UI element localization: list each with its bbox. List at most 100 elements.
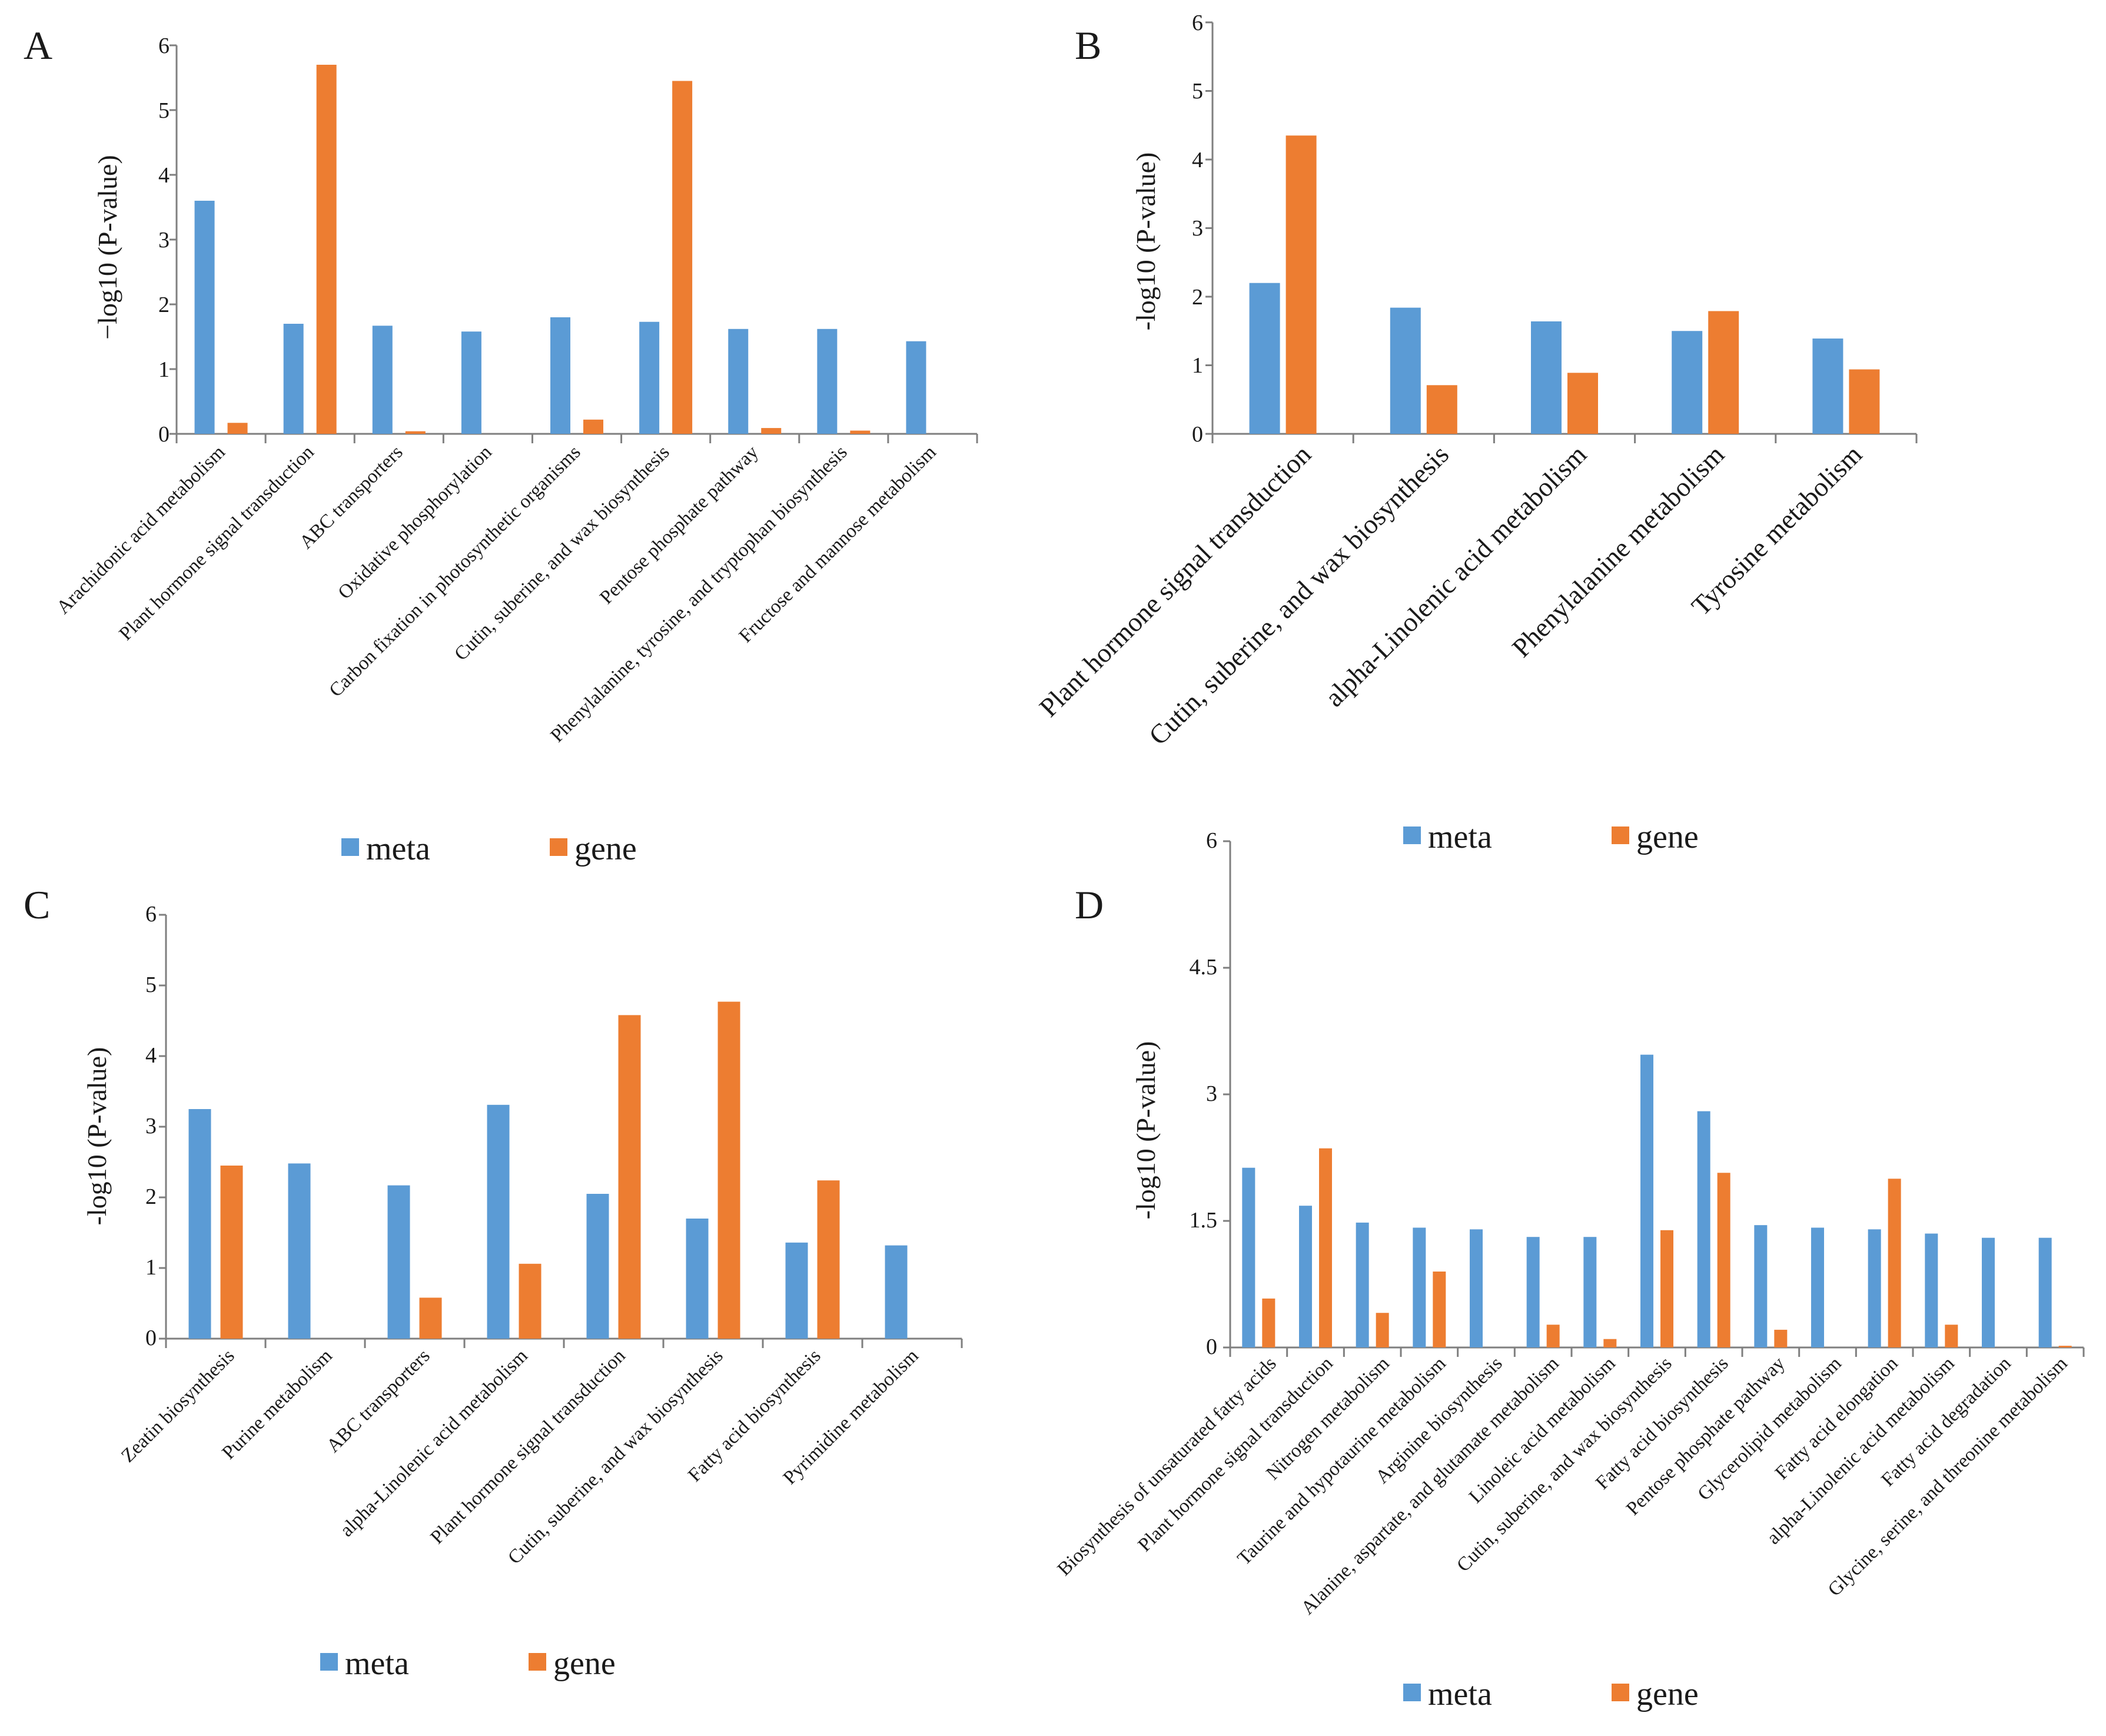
panel-b-ytick-3: 3 <box>1192 216 1203 241</box>
panel-b-legend-gene-label: gene <box>1636 819 1699 855</box>
panel-d-bar-meta <box>1925 1233 1938 1347</box>
panel-d-bar-meta <box>1526 1237 1540 1347</box>
panel-a-legend-gene-label: gene <box>574 831 637 867</box>
panel-d-bar-meta <box>2038 1237 2052 1347</box>
panel-d-bar-gene <box>1603 1339 1617 1347</box>
panel-d-bar-gene <box>1888 1179 1901 1347</box>
panel-c-categories: Zeatin biosynthesis Purine metabolism AB… <box>117 1345 923 1569</box>
panel-d-bar-gene <box>1376 1313 1389 1347</box>
panel-a-bar-meta <box>550 317 570 434</box>
panel-d-ytick-1: 1.5 <box>1190 1208 1218 1233</box>
panel-c-category-label: alpha-Linolenic acid metabolism <box>336 1345 532 1541</box>
panel-c-bar-gene <box>618 1015 641 1339</box>
panel-b-category-label: Plant hormone signal transduction <box>1034 439 1317 722</box>
panel-d-ytick-3: 4.5 <box>1190 955 1218 980</box>
panel-d-bar-meta <box>1811 1227 1824 1347</box>
panel-b-letter: B <box>1075 23 1101 68</box>
panel-b-categories: Plant hormone signal transduction Cutin,… <box>1034 439 1868 751</box>
panel-a-bar-meta <box>372 326 393 434</box>
panel-d-bar-meta <box>1982 1237 1995 1347</box>
panel-a-legend-meta-swatch <box>341 838 359 856</box>
panel-b: B -log10 (P-value) 0 1 2 3 4 5 6 Plant h… <box>1034 11 1918 855</box>
panel-a-bar-meta <box>194 201 215 434</box>
panel-b-ytick-2: 2 <box>1192 285 1203 310</box>
panel-b-bar-gene <box>1285 135 1317 434</box>
panel-b-ytick-1: 1 <box>1192 353 1203 378</box>
panel-d-bar-gene <box>1945 1325 1958 1347</box>
panel-c-category-label: Plant hormone signal transduction <box>427 1345 630 1548</box>
panel-d-ytick-0: 0 <box>1206 1335 1217 1359</box>
panel-d-categories: Biosynthesis of unsaturated fatty acids … <box>1054 1353 2072 1619</box>
panel-c-bar-meta <box>785 1242 808 1339</box>
panel-d-bar-meta <box>1754 1225 1768 1347</box>
panel-a-y-axis-title: −log10 (P-value) <box>92 155 122 339</box>
panel-a-bar-meta <box>817 328 838 434</box>
panel-c-bar-gene <box>419 1297 442 1339</box>
panel-c-y-axis-title: -log10 (P-value) <box>82 1047 112 1226</box>
panel-d-bar-meta <box>1640 1054 1653 1347</box>
panel-d-bar-meta <box>1697 1111 1710 1347</box>
panel-c-ytick-0: 0 <box>145 1326 157 1350</box>
panel-c-bar-meta <box>288 1163 311 1339</box>
panel-b-ytick-4: 4 <box>1192 148 1203 172</box>
panel-d-bar-meta <box>1413 1227 1426 1347</box>
panel-b-ytick-6: 6 <box>1192 11 1203 35</box>
panel-a-category-label: Phenylalanine, tyrosine, and tryptophan … <box>547 442 852 746</box>
panel-d-ytick-2: 3 <box>1206 1081 1217 1106</box>
panel-a-category-label: Arachidonic acid metabolism <box>52 442 229 618</box>
panel-b-legend-meta-label: meta <box>1428 819 1492 855</box>
panel-c-bar-meta <box>487 1104 510 1339</box>
panel-a-bar-gene <box>761 428 782 434</box>
panel-d-legend-meta-label: meta <box>1428 1676 1492 1712</box>
panel-a-ytick-3: 3 <box>158 228 170 253</box>
panel-b-y-ticks: 0 1 2 3 4 5 6 <box>1192 11 1203 447</box>
panel-c-category-label: ABC transporters <box>323 1345 434 1456</box>
panel-a-category-label: Oxidative phosphorylation <box>334 442 496 603</box>
panel-a-ytick-1: 1 <box>158 357 170 382</box>
panel-a-ytick-4: 4 <box>158 163 170 188</box>
panel-a-bar-meta <box>461 331 481 434</box>
panel-a-bar-gene <box>672 81 693 434</box>
panel-a-bar-gene <box>850 430 871 434</box>
panel-a-bar-gene <box>227 423 248 434</box>
panel-a: A −log10 (P-value) 0 1 2 3 4 5 6 Arachid… <box>24 23 978 867</box>
panel-b-ytick-0: 0 <box>1192 422 1203 447</box>
panel-b-legend-gene-swatch <box>1612 826 1629 844</box>
panel-c-ytick-3: 3 <box>145 1114 157 1138</box>
panel-b-category-label: Cutin, suberine, and wax biosynthesis <box>1143 439 1454 751</box>
panel-d-bar-meta <box>1356 1222 1369 1347</box>
panel-b-bar-meta <box>1672 331 1703 434</box>
panel-d-y-ticks: 0 1.5 3 4.5 6 <box>1190 828 1218 1359</box>
panel-a-categories: Arachidonic acid metabolism Plant hormon… <box>52 442 940 746</box>
panel-d-legend-meta-swatch <box>1403 1684 1421 1701</box>
panel-c-legend-meta-swatch <box>320 1653 338 1671</box>
panel-d-letter: D <box>1075 882 1104 927</box>
panel-d-legend: meta gene <box>1403 1676 1699 1712</box>
panel-a-bar-gene <box>316 65 337 434</box>
panel-a-category-label: Plant hormone signal transduction <box>115 442 318 645</box>
panel-c-bar-gene <box>220 1166 243 1339</box>
panel-c-legend-meta-label: meta <box>345 1645 409 1682</box>
panel-a-legend-meta-label: meta <box>366 831 430 867</box>
panel-d: D -log10 (P-value) 0 1.5 3 4.5 6 Biosynt… <box>1054 828 2085 1712</box>
panel-a-bar-meta <box>728 328 749 434</box>
panel-c-bar-meta <box>885 1245 908 1339</box>
panel-a-bar-meta <box>639 321 660 434</box>
panel-a-bar-gene <box>405 431 426 434</box>
panel-d-bar-meta <box>1868 1229 1881 1347</box>
panel-d-legend-gene-label: gene <box>1636 1676 1699 1712</box>
panel-d-category-label: Taurine and hypotaurine metabolism <box>1234 1353 1450 1569</box>
panel-a-legend: meta gene <box>341 831 637 867</box>
panel-d-legend-gene-swatch <box>1612 1684 1629 1701</box>
panel-d-y-axis-title: -log10 (P-value) <box>1131 1041 1161 1220</box>
panel-b-bar-gene <box>1849 369 1880 434</box>
panel-c-letter: C <box>24 882 50 927</box>
panel-b-legend: meta gene <box>1403 819 1699 855</box>
panel-d-bar-gene <box>1717 1173 1730 1347</box>
panel-a-bar-meta <box>906 341 926 434</box>
panel-b-bar-meta <box>1531 321 1562 434</box>
panel-a-category-label: Fructose and mannose metabolism <box>735 442 941 647</box>
panel-c-category-label: Cutin, suberine, and wax biosynthesis <box>504 1345 727 1568</box>
panel-d-category-label: Alanine, aspartate, and glutamate metabo… <box>1297 1353 1563 1619</box>
